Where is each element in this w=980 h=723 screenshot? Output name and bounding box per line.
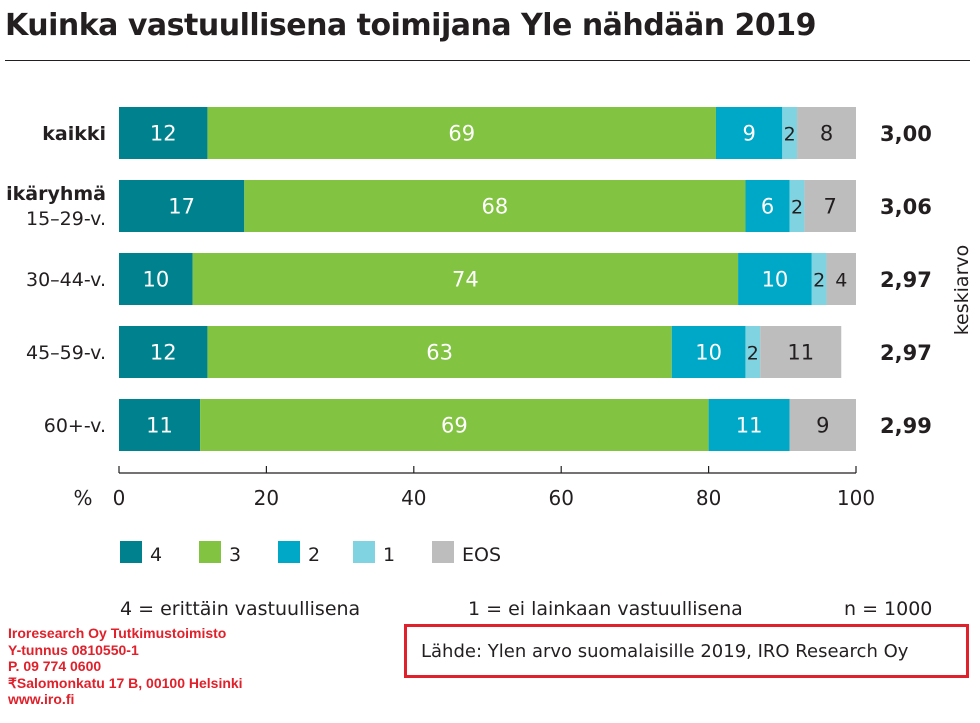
data-label: 63 xyxy=(426,341,453,365)
chart-title: Kuinka vastuullisena toimijana Yle nähdä… xyxy=(5,8,817,43)
bar-segment xyxy=(789,180,805,232)
source-box: Lähde: Ylen arvo suomalaisille 2019, IRO… xyxy=(404,624,969,678)
data-label: 11 xyxy=(736,414,763,438)
data-label: 2 xyxy=(747,343,759,365)
bar-segment xyxy=(745,180,790,232)
data-label: 2 xyxy=(813,270,825,292)
legend-label: 4 xyxy=(150,544,162,566)
data-label: 10 xyxy=(142,268,169,292)
data-label: 4 xyxy=(835,270,847,292)
data-label: 68 xyxy=(482,195,509,219)
row-label: 45–59-v. xyxy=(26,342,106,364)
mean-value: 2,99 xyxy=(880,414,932,438)
data-label: 17 xyxy=(168,195,195,219)
x-tick-label: 40 xyxy=(401,486,426,510)
company-website[interactable]: www.iro.fi xyxy=(8,691,75,707)
bar-segment xyxy=(119,399,201,451)
legend-swatch xyxy=(278,541,300,563)
data-label: 9 xyxy=(742,122,755,146)
x-tick-label: 0 xyxy=(113,486,126,510)
legend-swatch xyxy=(199,541,221,563)
data-label: 2 xyxy=(784,124,796,146)
bar-segment xyxy=(207,326,672,378)
data-label: 69 xyxy=(441,414,468,438)
bar-segment xyxy=(244,180,746,232)
legend-label: 1 xyxy=(383,544,395,566)
x-tick-label: 80 xyxy=(696,486,721,510)
data-label: 9 xyxy=(816,414,829,438)
company-info: Iroresearch Oy Tutkimustoimisto Y-tunnus… xyxy=(8,625,243,708)
mean-value: 2,97 xyxy=(880,268,932,292)
data-label: 74 xyxy=(452,268,479,292)
data-label: 2 xyxy=(791,197,803,219)
legend-label: 2 xyxy=(308,544,320,566)
data-label: 69 xyxy=(448,122,475,146)
bar-segment xyxy=(811,253,827,305)
bar-segment xyxy=(760,326,842,378)
company-address: ₹Salomonkatu 17 B, 00100 Helsinki xyxy=(8,674,243,691)
scale-high-note: 4 = erittäin vastuullisena xyxy=(120,598,361,620)
bar-segment xyxy=(119,326,208,378)
bar-segment xyxy=(745,326,761,378)
data-label: 10 xyxy=(695,341,722,365)
row-label: 15–29-v. xyxy=(26,208,106,230)
data-label: 12 xyxy=(150,341,177,365)
bar-segment xyxy=(715,107,783,159)
x-tick-label: 60 xyxy=(548,486,573,510)
legend-swatch xyxy=(353,541,375,563)
row-label: kaikki xyxy=(42,123,106,145)
company-ytunnus: Y-tunnus 0810550-1 xyxy=(8,641,139,658)
group-label: ikäryhmä xyxy=(6,183,106,205)
mean-value: 3,00 xyxy=(880,122,932,146)
company-phone: P. 09 774 0600 xyxy=(8,658,102,674)
x-tick-label: 100 xyxy=(837,486,875,510)
mean-axis-label: keskiarvo xyxy=(951,245,973,336)
legend-swatch xyxy=(432,541,454,563)
bar-segment xyxy=(708,399,790,451)
bar-segment xyxy=(207,107,716,159)
mean-value: 2,97 xyxy=(880,341,932,365)
bar-segment xyxy=(789,399,856,451)
bar-segment xyxy=(119,107,208,159)
bar-segment xyxy=(826,253,856,305)
bar-segment xyxy=(119,180,245,232)
row-label: 30–44-v. xyxy=(26,269,106,291)
mean-value: 3,06 xyxy=(880,195,932,219)
bar-segment xyxy=(738,253,812,305)
bar-segment xyxy=(804,180,856,232)
legend-swatch xyxy=(120,541,142,563)
row-label: 60+-v. xyxy=(44,415,106,437)
legend-label: EOS xyxy=(462,544,501,566)
company-name: Iroresearch Oy Tutkimustoimisto xyxy=(8,625,227,641)
scale-low-note: 1 = ei lainkaan vastuullisena xyxy=(468,598,743,620)
bar-segment xyxy=(797,107,856,159)
source-text: Lähde: Ylen arvo suomalaisille 2019, IRO… xyxy=(421,640,909,662)
bar-segment xyxy=(192,253,739,305)
data-label: 12 xyxy=(150,122,177,146)
title-divider xyxy=(5,60,970,61)
bar-segment xyxy=(200,399,709,451)
bar-segment xyxy=(782,107,798,159)
data-label: 6 xyxy=(761,195,774,219)
data-label: 11 xyxy=(146,414,173,438)
data-label: 8 xyxy=(820,122,833,146)
x-axis-label: % xyxy=(73,486,92,510)
data-label: 7 xyxy=(824,195,837,219)
x-tick-label: 20 xyxy=(254,486,279,510)
sample-size: n = 1000 xyxy=(844,598,933,620)
legend-label: 3 xyxy=(229,544,241,566)
data-label: 11 xyxy=(787,341,814,365)
bar-segment xyxy=(119,253,193,305)
bar-segment xyxy=(671,326,746,378)
data-label: 10 xyxy=(762,268,789,292)
